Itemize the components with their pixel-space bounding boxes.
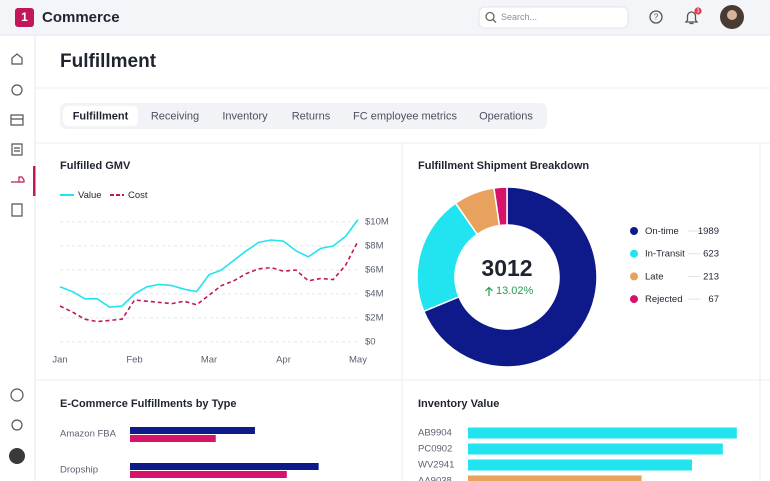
page-title: Fulfillment [60,51,157,72]
y-tick-label: $2M [365,313,384,324]
brand: Commerce [42,9,120,26]
legend-dot [630,295,638,304]
bar [468,427,737,439]
x-tick-label: Feb [126,355,142,366]
y-tick-label: $8M [365,241,384,252]
help-icon[interactable] [649,10,663,24]
line-series [59,219,359,308]
legend-label: On-time [645,226,679,237]
user-avatar[interactable] [9,448,25,464]
search-placeholder: Search... [501,12,537,22]
panel-title: Fulfilled GMV [60,160,131,172]
nav-fulfillment[interactable] [11,176,25,183]
nav-reports[interactable] [11,203,23,217]
x-tick-label: Apr [276,355,291,366]
legend-label: Rejected [645,294,683,305]
nav-settings[interactable] [11,419,23,431]
search-icon-handle [492,19,497,23]
panel-title: Fulfillment Shipment Breakdown [418,160,589,172]
y-tick-label: $10M [365,217,389,228]
tab-active[interactable] [63,106,138,126]
tab-bar [60,103,547,129]
bar [468,459,692,471]
y-tick-label: Dropship [60,465,98,476]
nav-home[interactable] [11,53,23,65]
x-tick-label: Jan [52,355,67,366]
nav-help[interactable] [10,388,24,402]
y-tick-label: $6M [365,265,384,276]
y-tick-label: $4M [365,289,384,300]
logo-text: 1 [21,10,28,24]
tab[interactable]: Inventory [222,110,268,122]
y-tick-label: WV2941 [418,460,454,471]
nav-store[interactable] [10,114,24,126]
y-tick-label: AA9038 [418,476,452,481]
search-icon [485,11,495,22]
donut-slice [493,186,508,227]
legend-dot [630,249,638,258]
bar [130,435,216,442]
avatar-face [727,10,737,20]
bar [468,475,642,481]
legend-value: 67 [708,294,719,305]
up-arrow [485,286,493,296]
tab[interactable]: FC employee metrics [353,110,457,122]
tab[interactable]: Returns [292,110,331,122]
y-tick-label: PC0902 [418,444,452,455]
legend-label: Value [78,190,102,201]
active-indicator [33,166,36,196]
y-tick-label: $0 [365,337,376,348]
nav-orders[interactable] [11,143,23,156]
legend-dot [630,227,638,235]
top-bar [0,0,770,35]
help-glyph: ? [654,13,659,22]
donut-change: 13.02% [496,285,534,297]
logo[interactable] [15,8,34,27]
bar [468,443,723,455]
bar [130,427,255,434]
x-tick-label: Mar [201,355,217,366]
x-tick-label: May [349,355,367,366]
legend-label: In-Transit [645,249,685,260]
legend-label: Cost [128,190,148,201]
legend-value: 623 [703,249,719,260]
nav-products[interactable] [11,84,23,96]
tab[interactable]: Fulfillment [73,110,129,122]
tabs: Fulfillment Receiving Inventory Returns FC e… [63,106,533,126]
legend-label: Late [645,271,664,282]
badge [694,7,702,15]
legend-dot [630,272,638,281]
legend-value: 213 [703,271,719,282]
panel-title: E-Commerce Fulfillments by Type [60,398,236,410]
sidebar-icons [10,53,25,431]
legend-value: 1989 [698,226,719,237]
panel-title: Inventory Value [418,398,499,410]
bell-icon[interactable] [684,11,699,25]
badge-count: 3 [697,9,700,15]
y-tick-label: AB9904 [418,428,452,439]
bar [130,463,319,470]
bar [130,471,287,478]
tab[interactable]: Operations [479,110,533,122]
donut-slice [422,186,598,368]
tab[interactable]: Receiving [151,110,199,122]
y-tick-label: Amazon FBA [60,429,117,440]
search-box[interactable] [478,6,629,29]
donut-total: 3012 [481,255,532,281]
